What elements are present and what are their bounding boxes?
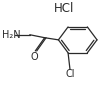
- Text: Cl: Cl: [65, 69, 75, 79]
- Text: O: O: [30, 52, 38, 61]
- Text: H₂N: H₂N: [2, 30, 20, 40]
- Text: HCl: HCl: [54, 2, 74, 15]
